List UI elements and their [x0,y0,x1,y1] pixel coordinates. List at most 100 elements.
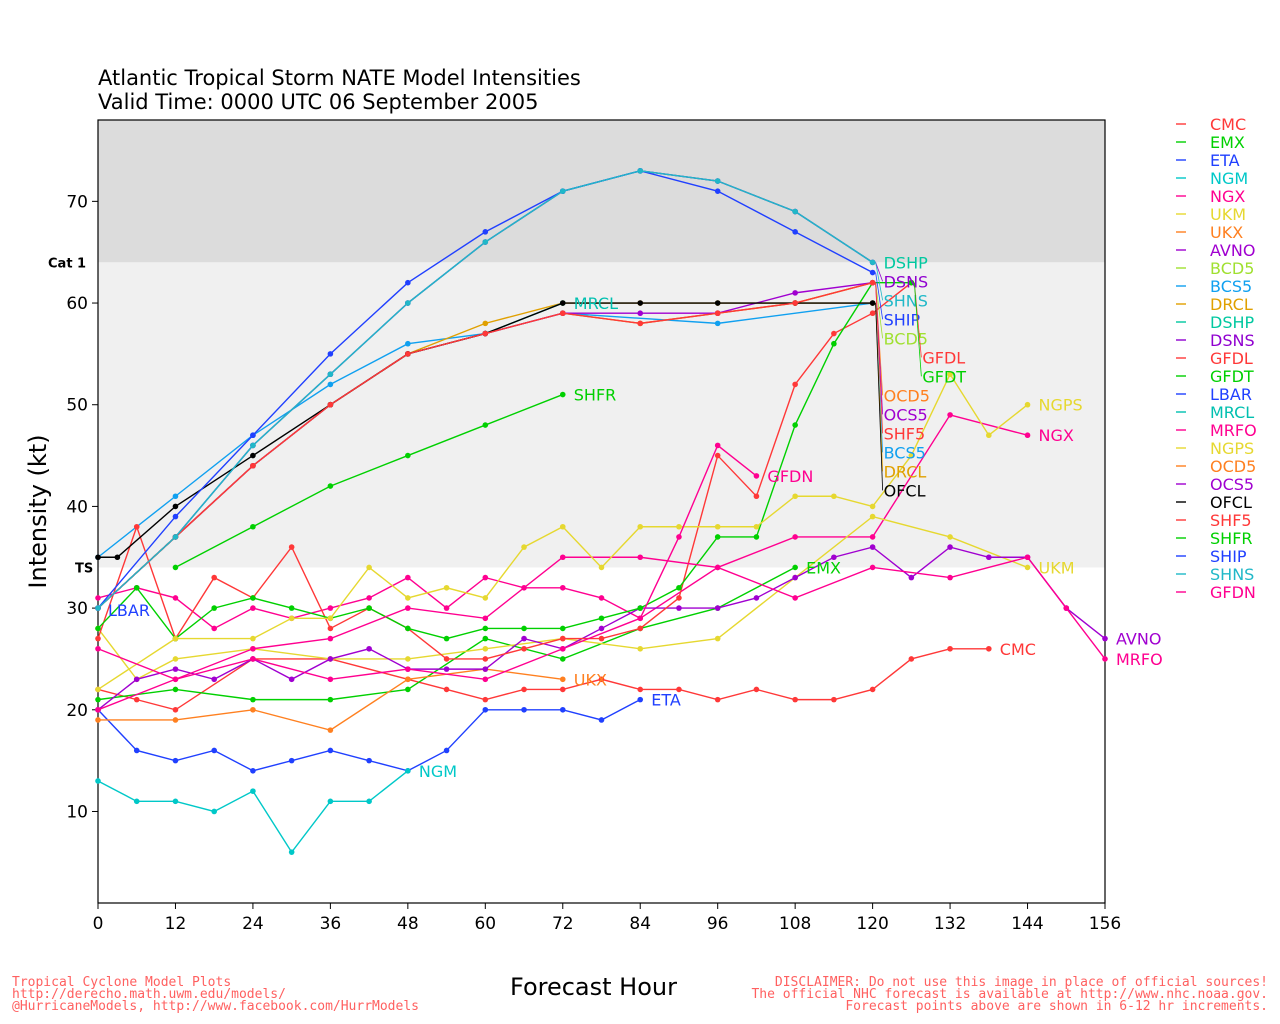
data-point-ukm [637,645,644,652]
data-point-eta [133,747,140,754]
data-point-shf5 [792,300,798,306]
series-end-label: GFDL [922,348,965,367]
data-point-mrfo [95,706,101,713]
x-tick-label: 156 [1089,914,1121,934]
data-point-shns [559,188,566,194]
data-point-gfdn [559,645,566,652]
data-point-avno [327,656,334,662]
data-point-gfdn [637,615,644,622]
legend-label: SHFR [1210,529,1253,548]
data-point-ngps [869,503,876,510]
data-point-ngx [792,534,798,540]
chart-subtitle: Valid Time: 0000 UTC 06 September 2005 [98,90,539,114]
data-point-avno [1102,635,1108,642]
data-point-gfdt [405,625,411,632]
series-end-label: SHIP [884,310,921,329]
data-point-gfdn [405,666,411,672]
data-point-ngm [327,798,334,805]
series-end-label: NGX [1039,426,1074,445]
data-point-shfr [405,452,411,459]
data-point-ship [327,351,334,357]
data-point-ngps [908,452,915,459]
data-point-ngps [172,635,179,642]
data-point-gfdt [443,635,450,642]
data-point-gfdt [482,625,489,632]
data-point-ngps [521,544,527,550]
data-point-emx [482,635,489,642]
data-point-mrfo [714,564,721,571]
data-point-ship [482,229,489,235]
legend-label: NGM [1210,169,1248,188]
x-tick-label: 84 [629,914,651,934]
data-point-ngps [327,615,334,622]
data-point-ocs5 [792,290,798,296]
data-point-avno [792,574,798,581]
data-point-gfdl [559,635,566,642]
data-point-ngm [250,788,256,794]
data-point-ship [172,513,179,520]
data-point-avno [753,595,760,601]
data-point-gfdn [327,676,334,683]
x-tick-label: 72 [552,914,574,934]
data-point-eta [598,717,605,723]
x-tick-label: 144 [1011,914,1043,934]
x-tick-label: 132 [934,914,966,934]
data-point-bcs5 [172,493,179,500]
legend-label: OCS5 [1210,475,1254,494]
data-point-ukx [250,706,256,713]
data-point-avno [133,676,140,683]
data-point-gfdt [521,625,527,632]
data-point-ofcl [637,300,644,306]
data-point-gfdt [676,584,682,591]
data-point-gfdl [288,544,295,550]
data-point-avno [482,666,489,672]
data-point-shns [714,178,721,184]
data-point-cmc [133,696,140,703]
data-point-ship [405,279,411,286]
legend-label: BCD5 [1210,259,1254,278]
data-point-shfr [250,523,256,530]
data-point-ngm [366,798,372,805]
data-point-ukx [95,717,101,723]
data-point-gfdl [676,595,682,601]
footer-left: Tropical Cyclone Model Plots http://dere… [12,976,419,1014]
data-point-cmc [443,686,450,693]
data-point-ngx [250,605,256,611]
data-point-gfdl [831,330,837,337]
data-point-ngps [559,523,566,530]
data-point-ofcl [250,452,256,459]
data-point-shns [405,300,411,306]
series-end-label: MRCL [574,294,618,313]
legend-label: ETA [1210,151,1240,170]
data-point-ngps [598,564,605,571]
data-point-ngx [1024,432,1031,439]
data-point-ngx [482,574,489,581]
x-tick-label: 120 [856,914,888,934]
data-point-eta [366,757,372,764]
data-point-shf5 [869,279,876,286]
data-point-gfdl [482,656,489,662]
data-point-mrfo [482,615,489,622]
data-point-cmc [598,676,605,683]
x-tick-label: 12 [165,914,187,934]
y-axis-label: Intensity (kt) [24,434,52,588]
data-point-gfdt [211,605,217,611]
series-line-shfr [175,393,564,569]
data-point-shns [637,168,644,174]
data-point-shf5 [250,462,256,469]
data-point-shns [250,442,256,449]
footer-left-line: @HurricaneModels, http://www.facebook.co… [12,999,419,1014]
data-point-gfdn [676,534,682,540]
legend-label: DRCL [1210,295,1253,314]
legend-label: SHIP [1210,547,1247,566]
data-point-gfdl [133,523,140,530]
data-point-ofcl [714,300,721,306]
data-point-ngps [947,371,953,378]
data-point-avno [986,554,992,561]
legend-label: OFCL [1210,493,1252,512]
data-point-mrfo [250,645,256,652]
legend-label: GFDN [1210,583,1256,602]
series-end-label: CMC [1000,640,1036,659]
data-point-ship [869,269,876,276]
data-point-ukx [327,727,334,733]
